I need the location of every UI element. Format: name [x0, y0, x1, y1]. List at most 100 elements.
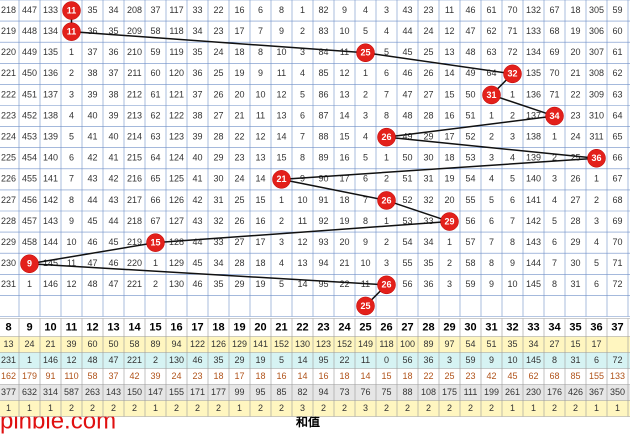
omission-count: 29	[234, 279, 244, 289]
stat-value: 108	[421, 387, 436, 397]
period: 220	[1, 47, 16, 57]
omission-count: 70	[507, 5, 517, 15]
stat-value: 89	[150, 339, 160, 349]
omission-count: 1	[300, 5, 305, 15]
omission-count: 11	[298, 216, 307, 226]
omission-count: 71	[612, 258, 622, 268]
omission-count: 13	[297, 258, 307, 268]
omission-count: 61	[150, 89, 160, 99]
omission-count: 11	[67, 258, 76, 268]
omission-count: 10	[339, 26, 349, 36]
omission-count: 38	[87, 68, 97, 78]
stat-value: 149	[358, 339, 373, 349]
omission-count: 4	[363, 132, 368, 142]
omission-count: 45	[108, 237, 118, 247]
omission-count: 60	[612, 26, 622, 36]
omission-count: 450	[22, 68, 37, 78]
omission-count: 3	[69, 89, 74, 99]
stat-value: 36	[423, 355, 433, 365]
omission-count: 20	[339, 237, 349, 247]
stat-value: 11	[361, 355, 370, 365]
omission-count: 56	[465, 216, 475, 226]
omission-count: 25	[213, 68, 223, 78]
omission-count: 18	[570, 5, 580, 15]
stat-value: 122	[190, 339, 205, 349]
omission-count: 71	[507, 26, 517, 36]
stat-value: 48	[87, 355, 97, 365]
omission-count: 44	[402, 26, 412, 36]
column-header: 29	[443, 321, 455, 333]
omission-count: 23	[570, 110, 580, 120]
omission-count: 69	[549, 47, 559, 57]
omission-count: 16	[255, 216, 265, 226]
stat-value: 126	[211, 339, 226, 349]
omission-count: 3	[363, 110, 368, 120]
column-header: 16	[170, 321, 182, 333]
omission-count: 5	[279, 279, 284, 289]
omission-count: 72	[507, 47, 517, 57]
omission-count: 59	[612, 5, 622, 15]
stat-value: 27	[549, 339, 559, 349]
omission-count: 129	[169, 258, 184, 268]
omission-count: 3	[300, 47, 305, 57]
omission-count: 48	[402, 110, 412, 120]
omission-count: 452	[22, 110, 37, 120]
stat-value: 22	[339, 355, 349, 365]
omission-count: 1	[153, 258, 158, 268]
omission-count: 19	[570, 26, 580, 36]
stat-value: 2	[342, 403, 347, 413]
stat-value: 177	[211, 387, 226, 397]
omission-count: 35	[108, 26, 118, 36]
omission-count: 18	[444, 153, 454, 163]
omission-count: 3	[594, 216, 599, 226]
omission-count: 137	[526, 110, 541, 120]
ball-number: 11	[67, 27, 77, 37]
period: 229	[1, 237, 16, 247]
column-header: 36	[590, 321, 602, 333]
column-header: 13	[107, 321, 119, 333]
omission-count: 63	[486, 47, 496, 57]
omission-count: 17	[444, 132, 454, 142]
omission-count: 93	[318, 237, 328, 247]
omission-count: 42	[108, 174, 118, 184]
omission-count: 6	[384, 68, 389, 78]
column-header: 24	[338, 321, 351, 333]
stat-value: 2	[111, 403, 116, 413]
stat-value: 147	[148, 387, 163, 397]
omission-count: 134	[526, 47, 541, 57]
stat-value: 3	[300, 403, 305, 413]
omission-count: 14	[276, 132, 286, 142]
stat-value: 8	[552, 355, 557, 365]
period: 226	[1, 174, 16, 184]
omission-count: 52	[465, 132, 475, 142]
ball-number: 21	[276, 174, 286, 184]
period: 222	[1, 89, 16, 99]
omission-count: 143	[43, 216, 58, 226]
stat-value: 73	[339, 387, 349, 397]
omission-count: 37	[87, 47, 97, 57]
stat-value: 94	[171, 339, 181, 349]
omission-count: 6	[300, 110, 305, 120]
omission-count: 7	[489, 237, 494, 247]
stat-value: 1	[27, 403, 32, 413]
omission-count: 141	[526, 195, 541, 205]
stat-value: 152	[274, 339, 289, 349]
stat-value: 2	[489, 403, 494, 413]
omission-count: 2	[384, 237, 389, 247]
omission-count: 1	[384, 153, 389, 163]
stat-value: 118	[379, 339, 393, 349]
column-header: 27	[401, 321, 413, 333]
stats-row-bg	[0, 352, 630, 369]
omission-count: 27	[234, 237, 244, 247]
column-header: 30	[464, 321, 476, 333]
stat-value: 100	[400, 339, 415, 349]
omission-count: 47	[402, 89, 412, 99]
omission-count: 42	[87, 153, 97, 163]
stat-value: 85	[276, 387, 286, 397]
omission-count: 132	[526, 5, 541, 15]
omission-count: 39	[108, 110, 118, 120]
omission-count: 133	[526, 26, 541, 36]
omission-count: 220	[127, 258, 142, 268]
stat-value: 3	[363, 403, 368, 413]
stat-value: 231	[1, 355, 16, 365]
